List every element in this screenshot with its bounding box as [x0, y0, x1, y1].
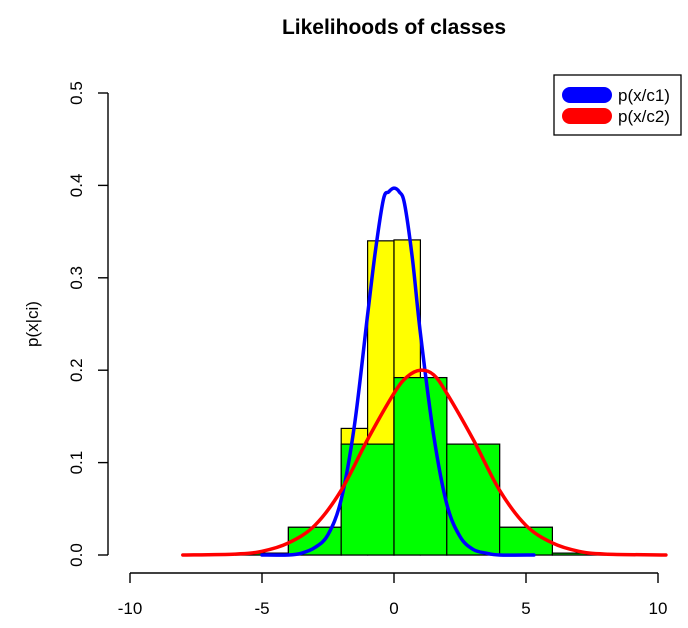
y-tick-label: 0.0	[67, 543, 86, 567]
legend-label: p(x/c2)	[618, 107, 670, 126]
histogram-2-bar	[499, 526, 554, 556]
x-tick-label: -10	[118, 599, 143, 618]
histogram-2-bar	[287, 526, 342, 556]
x-tick-label: -5	[254, 599, 269, 618]
axes: -10 -5 0 5 10 0.0 0.1 0.2 0.3 0.4 0.5	[67, 81, 667, 618]
y-tick-label: 0.2	[67, 358, 86, 382]
histogram-2-bar	[446, 443, 501, 556]
density-curve-2	[181, 368, 668, 557]
y-tick-label: 0.5	[67, 81, 86, 105]
chart-title: Likelihoods of classes	[282, 16, 506, 39]
y-tick-label: 0.4	[67, 174, 86, 198]
x-tick-label: 0	[389, 599, 398, 618]
x-tick-label: 5	[521, 599, 530, 618]
density-curve-1	[260, 186, 536, 557]
legend-box	[553, 74, 682, 136]
density-curve-layer	[181, 186, 668, 557]
y-tick-label: 0.1	[67, 451, 86, 475]
y-tick-label: 0.3	[67, 266, 86, 290]
histogram-layer	[235, 239, 606, 556]
legend-label: p(x/c1)	[618, 86, 670, 105]
y-axis-label: p(x|ci)	[23, 301, 42, 347]
x-tick-label: 10	[649, 599, 668, 618]
legend: p(x/c1) p(x/c2)	[553, 74, 682, 136]
